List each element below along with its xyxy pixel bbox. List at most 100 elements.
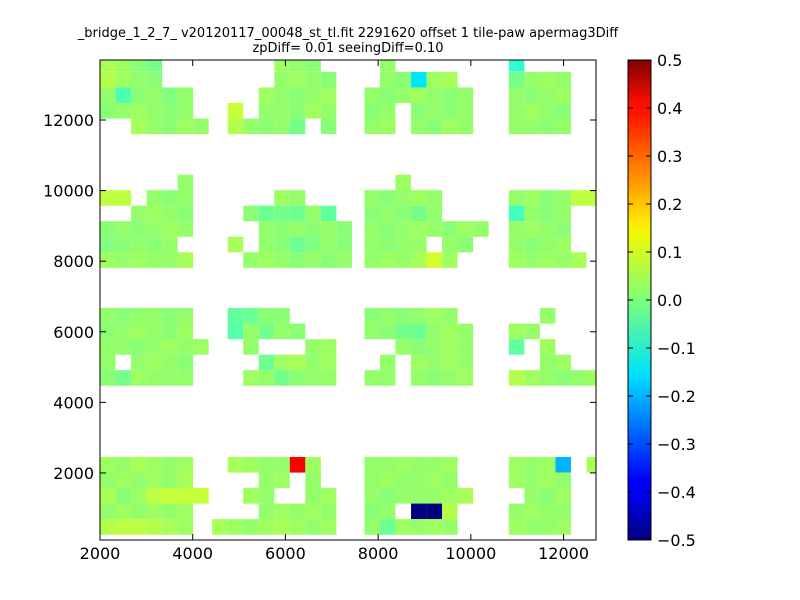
heatmap-cell [442,236,458,253]
heatmap-cell [411,190,427,206]
heatmap-cell [115,190,132,206]
heatmap-cell [131,308,147,324]
heatmap-cell [258,308,275,324]
heatmap-cell [379,118,396,135]
heatmap-cell [539,252,556,268]
heatmap-cell [457,488,474,504]
heatmap-cell [426,323,443,340]
heatmap-cell [131,102,147,119]
x-tick-label: 12000 [538,544,589,563]
colorbar-tick-label: 0.3 [657,147,682,166]
heatmap-cell [457,354,474,371]
colorbar-tick-label: −0.2 [657,387,696,406]
heatmap-cell [364,488,380,504]
heatmap-cell [274,456,290,473]
heatmap-cell [274,87,290,104]
y-axis: 2000 4000 6000 8000 10000 12000 [43,111,596,483]
heatmap-cell [258,118,275,135]
heatmap-cell [177,339,194,355]
heatmap-cell [193,488,209,504]
heatmap-cell [100,354,116,371]
heatmap-cell [100,308,116,324]
heatmap-cell [131,472,147,489]
heatmap-cell [442,118,458,135]
heatmap-cell [243,205,259,222]
heatmap-cell [395,71,412,88]
colorbar-tick-label: 0.1 [657,243,682,262]
heatmap-cell [289,354,306,371]
heatmap-cell [320,519,337,535]
heatmap-cell [100,519,116,535]
heatmap-cell [305,488,321,504]
heatmap-cell [115,221,132,237]
heatmap-cell [305,456,321,473]
heatmap-cell [411,308,427,324]
heatmap-cell [289,190,306,206]
heatmap-cell [411,472,427,489]
heatmap-cell [457,236,474,253]
heatmap-cell [177,174,194,191]
heatmap-cell [100,71,116,88]
heatmap-cell [305,503,321,520]
heatmap-cell [243,519,259,535]
heatmap-cell [243,339,259,355]
heatmap-cell [555,488,571,504]
heatmap-cell [586,456,596,473]
heatmap-cell [524,236,540,253]
heatmap-cell [539,308,556,324]
heatmap-cell [258,472,275,489]
heatmap-cell [258,488,275,504]
heatmap-cell [379,519,396,535]
heatmap-cell [395,205,412,222]
colorbar-tick-label: 0.4 [657,99,682,118]
heatmap-cell [442,252,458,268]
heatmap-cell [411,488,427,504]
heatmap-cell [177,205,194,222]
heatmap-cell [100,102,116,119]
heatmap-cell [570,370,587,386]
heatmap-cell [100,323,116,340]
heatmap-cell [100,488,116,504]
heatmap-cell [177,102,194,119]
heatmap-cell [411,221,427,237]
heatmap-cell [364,221,380,237]
heatmap-cell [274,370,290,386]
plot-frame [99,59,597,541]
heatmap-cell [227,308,244,324]
heatmap-cell [539,236,556,253]
heatmap-cell [100,472,116,489]
y-tick-label: 10000 [43,182,94,201]
heatmap-cell [162,308,178,324]
heatmap-cell [305,221,321,237]
heatmap-cell [524,323,540,340]
heatmap-cell [379,71,396,88]
heatmap-cell [162,205,178,222]
heatmap-cell [364,205,380,222]
x-tick-label: 8000 [358,544,399,563]
heatmap-cell [305,205,321,222]
heatmap-cell [555,456,571,473]
heatmap-cell [379,472,396,489]
heatmap-cell [162,221,178,237]
heatmap-cell [162,456,178,473]
heatmap-cell [555,205,571,222]
heatmap-cell [379,370,396,386]
x-axis: 2000 4000 6000 8000 10000 12000 [80,60,589,563]
heatmap-cell [508,71,525,88]
heatmap-cell [426,205,443,222]
heatmap-cell [539,118,556,135]
heatmap-cell [336,252,352,268]
heatmap-cell [411,102,427,119]
heatmap-cell [146,323,163,340]
heatmap-cell [162,252,178,268]
heatmap-cell [305,87,321,104]
heatmap-cell [426,354,443,371]
heatmap-cell [570,190,587,206]
heatmap-cell [508,456,525,473]
heatmap-cell [131,118,147,135]
heatmap-cell [473,221,489,237]
heatmap-cell [395,519,412,535]
heatmap-cell [289,221,306,237]
heatmap-cell [508,190,525,206]
heatmap-cell [379,308,396,324]
